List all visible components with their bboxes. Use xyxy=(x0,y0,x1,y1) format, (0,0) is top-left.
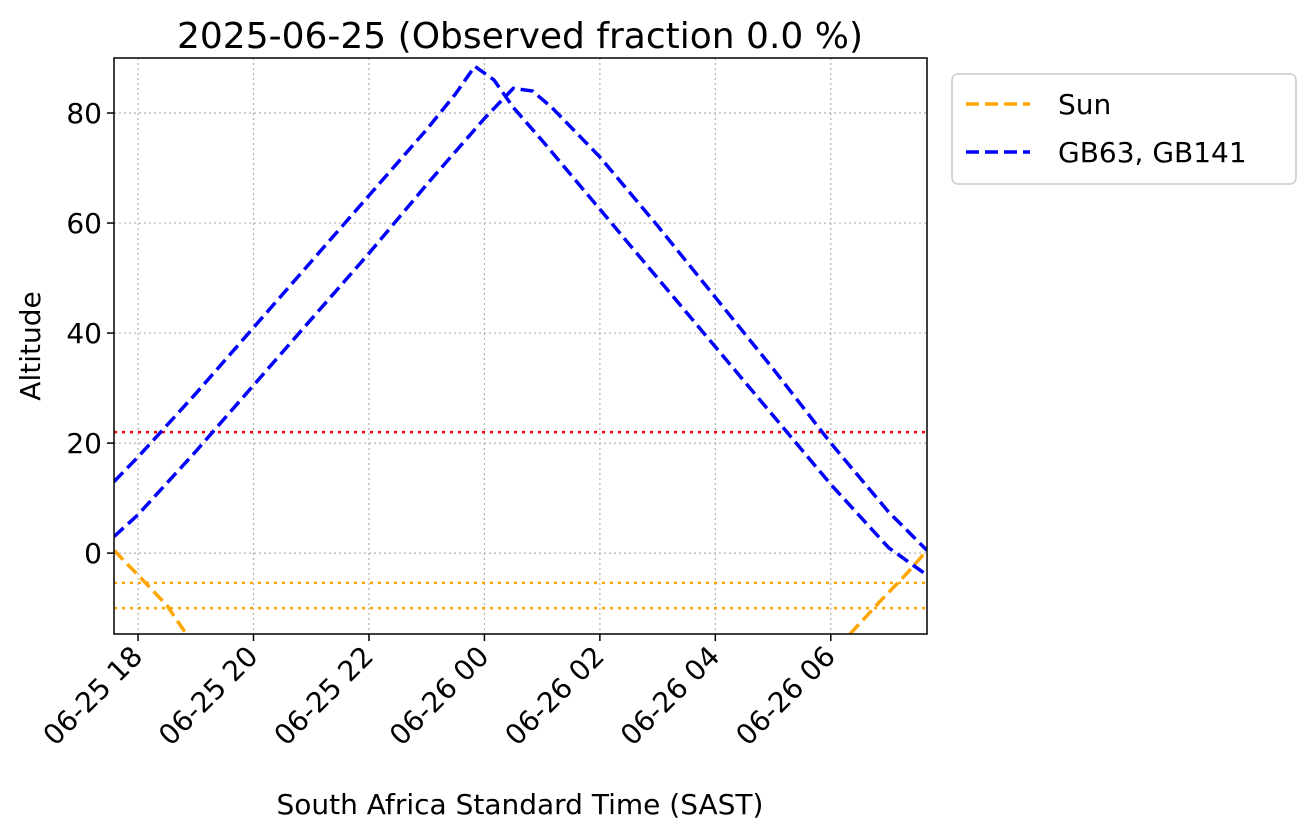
y-tick-label-2: 40 xyxy=(66,317,102,350)
y-tick-label-1: 20 xyxy=(66,427,102,460)
legend-box xyxy=(951,73,1297,185)
y-axis-label: Altitude xyxy=(14,291,47,400)
x-tick-label-0: 06-25 18 xyxy=(37,640,149,752)
x-axis-ticks: 06-25 18 06-25 20 06-25 22 06-26 00 06-26 02… xyxy=(37,634,842,752)
x-tick-label-6: 06-26 06 xyxy=(729,640,841,752)
x-tick-label-5: 06-26 04 xyxy=(614,640,726,752)
chart-title: 2025-06-25 (Observed fraction 0.0 %) xyxy=(177,16,863,57)
x-axis-label: South Africa Standard Time (SAST) xyxy=(277,788,764,821)
reference-lines xyxy=(114,430,927,610)
series-line-1-0 xyxy=(114,64,927,577)
legend-label-1: GB63, GB141 xyxy=(1058,136,1247,169)
plot-frame xyxy=(113,57,928,635)
legend-label-0: Sun xyxy=(1058,88,1111,121)
legend: Sun GB63, GB141 xyxy=(951,73,1297,185)
series-line-1-1 xyxy=(114,86,927,552)
series-line-0-0 xyxy=(114,549,188,634)
y-axis-ticks: 0 20 40 60 80 xyxy=(66,97,114,570)
x-tick-label-4: 06-26 02 xyxy=(498,640,610,752)
x-tick-label-2: 06-25 22 xyxy=(268,640,380,752)
y-tick-label-4: 80 xyxy=(66,97,102,130)
y-tick-label-3: 60 xyxy=(66,207,102,240)
x-tick-label-1: 06-25 20 xyxy=(152,640,264,752)
series-layer xyxy=(114,64,927,634)
series-line-0-1 xyxy=(848,549,927,634)
y-tick-label-0: 0 xyxy=(84,537,102,570)
x-tick-label-3: 06-26 00 xyxy=(383,640,495,752)
